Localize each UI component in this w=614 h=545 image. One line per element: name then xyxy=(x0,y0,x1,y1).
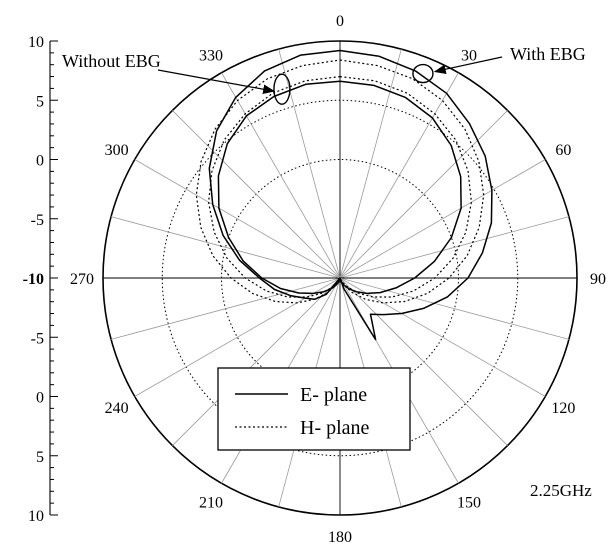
radial-tick-label-bottom-3: 10 xyxy=(28,508,44,525)
angle-label-270: 270 xyxy=(70,271,94,288)
annotation-arrow-with-ebg xyxy=(433,56,503,74)
spoke-225 xyxy=(172,277,341,446)
spoke-15 xyxy=(339,48,402,279)
series-h-plane-without-ebg xyxy=(208,76,472,298)
spoke-135 xyxy=(339,277,508,446)
radial-tick-label-bottom-1: 0 xyxy=(36,390,44,407)
spoke-75 xyxy=(339,216,570,279)
radial-tick-label-top-1: 5 xyxy=(36,93,44,110)
radial-tick-label-top-2: 0 xyxy=(36,153,44,170)
radial-tick-label-top-3: -5 xyxy=(31,212,44,229)
radial-tick-label-top-4: -10 xyxy=(23,271,44,288)
annotation-ellipse-with-ebg xyxy=(412,63,434,84)
spoke-315 xyxy=(172,110,341,279)
radial-tick-label-bottom-0: -5 xyxy=(31,330,44,347)
series-e-plane-without-ebg xyxy=(217,80,462,295)
radial-tick-label-top-0: 10 xyxy=(28,34,44,51)
radial-tick-label-bottom-2: 5 xyxy=(36,449,44,466)
annotation-arrow-without-ebg xyxy=(157,69,276,94)
angle-label-210: 210 xyxy=(199,494,223,511)
angle-label-30: 30 xyxy=(461,48,477,65)
annotation-label-with-ebg: With EBG xyxy=(510,44,586,64)
angle-label-120: 120 xyxy=(551,400,575,417)
angle-label-300: 300 xyxy=(105,142,129,159)
spoke-300 xyxy=(134,159,341,279)
spoke-330 xyxy=(221,72,341,279)
angle-tick-labels: 0 30 60 90 120 150 180 210 240 270 300 330 xyxy=(70,13,606,545)
legend-box xyxy=(217,367,411,451)
spoke-120 xyxy=(339,277,546,397)
spoke-345 xyxy=(278,48,341,279)
legend-label-h-plane: H- plane xyxy=(300,417,370,439)
angle-label-240: 240 xyxy=(105,400,129,417)
angle-label-60: 60 xyxy=(555,142,571,159)
series-h-plane-with-ebg xyxy=(195,59,485,304)
spoke-30 xyxy=(339,72,459,279)
angle-label-180: 180 xyxy=(328,529,352,545)
angle-label-150: 150 xyxy=(457,494,481,511)
spoke-60 xyxy=(339,159,546,279)
radial-axis: 10 5 0 -5 -10 -5 0 5 10 xyxy=(23,34,58,525)
spoke-105 xyxy=(339,277,570,340)
angle-label-330: 330 xyxy=(199,48,223,65)
spoke-285 xyxy=(110,216,341,279)
angle-label-90: 90 xyxy=(590,271,606,288)
frequency-label: 2.25GHz xyxy=(530,481,592,500)
spoke-255 xyxy=(110,277,341,340)
legend-label-e-plane: E- plane xyxy=(300,384,367,406)
spoke-45 xyxy=(339,110,508,279)
legend: E- plane H- plane xyxy=(217,367,411,451)
series-layer xyxy=(195,49,493,341)
angle-label-0: 0 xyxy=(336,13,344,30)
annotations: Without EBG With EBG xyxy=(62,44,586,105)
annotation-label-without-ebg: Without EBG xyxy=(62,51,161,71)
